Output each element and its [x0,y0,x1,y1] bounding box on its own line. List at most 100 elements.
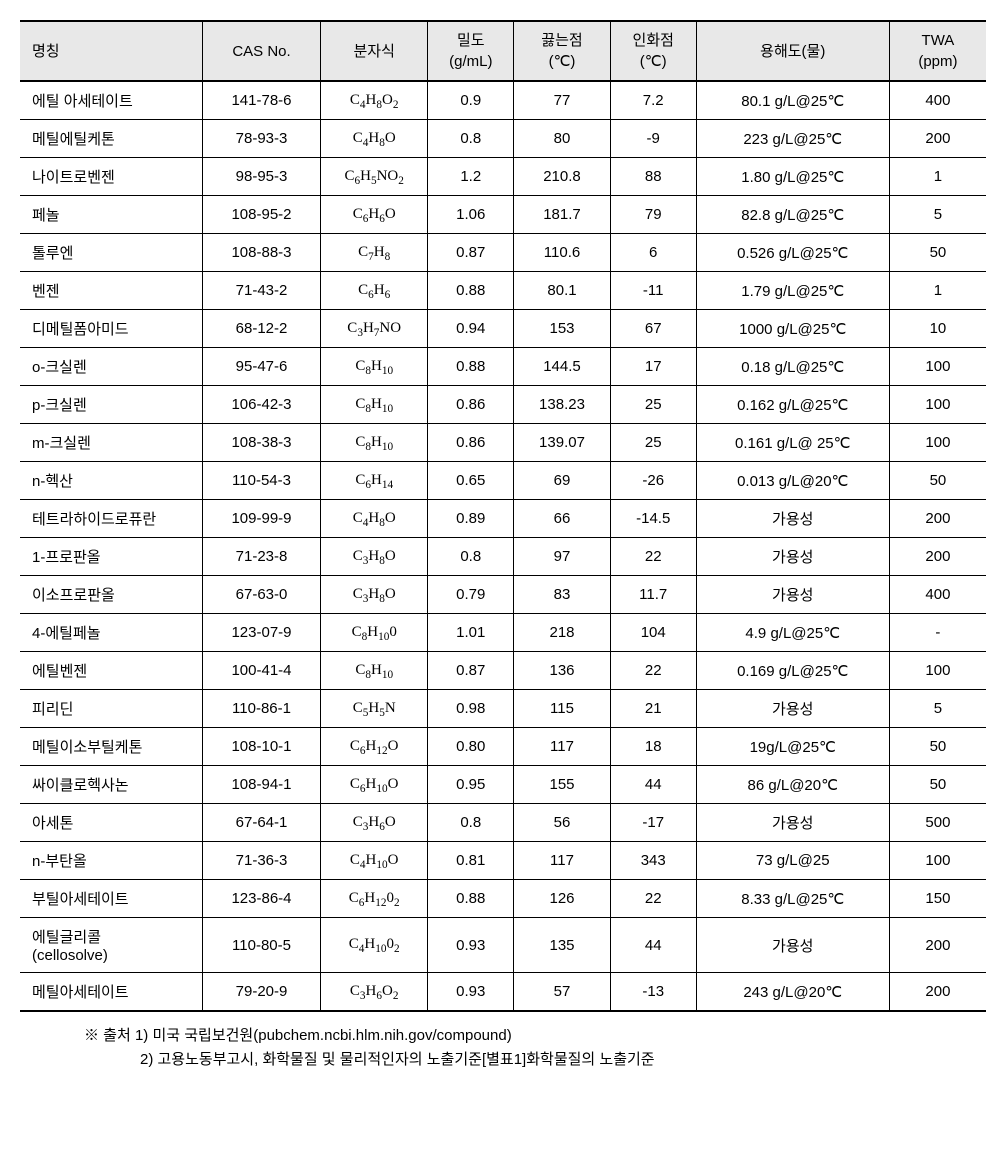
cell-twa: 200 [889,918,986,973]
cell-cas: 67-63-0 [202,576,320,614]
cell-cas: 123-07-9 [202,614,320,652]
cell-solubility: 8.33 g/L@25℃ [696,880,889,918]
cell-flash-point: 22 [610,538,696,576]
cell-density: 1.2 [428,158,514,196]
cell-boiling-point: 155 [514,766,611,804]
cell-solubility: 가용성 [696,690,889,728]
table-row: 싸이클로헥사논108-94-1C6H10O0.951554486 g/L@20℃… [20,766,986,804]
cell-name: 부틸아세테이트 [20,880,202,918]
cell-density: 0.93 [428,973,514,1012]
cell-formula: C8H10 [321,424,428,462]
cell-twa: 1 [889,158,986,196]
cell-boiling-point: 66 [514,500,611,538]
cell-cas: 67-64-1 [202,804,320,842]
table-row: 벤젠71-43-2C6H60.8880.1-111.79 g/L@25℃1 [20,272,986,310]
cell-flash-point: 6 [610,234,696,272]
cell-solubility: 0.013 g/L@20℃ [696,462,889,500]
cell-density: 0.81 [428,842,514,880]
cell-name: 벤젠 [20,272,202,310]
cell-cas: 109-99-9 [202,500,320,538]
cell-name: 메틸아세테이트 [20,973,202,1012]
cell-flash-point: -26 [610,462,696,500]
cell-cas: 68-12-2 [202,310,320,348]
footnote-line-2: 2) 고용노동부고시, 화학물질 및 물리적인자의 노출기준[별표1]화학물질의… [132,1048,986,1072]
cell-density: 0.93 [428,918,514,973]
cell-cas: 71-23-8 [202,538,320,576]
cell-cas: 141-78-6 [202,81,320,120]
cell-twa: 400 [889,81,986,120]
table-row: 메틸아세테이트79-20-9C3H6O20.9357-13243 g/L@20℃… [20,973,986,1012]
cell-name: 에틸벤젠 [20,652,202,690]
cell-twa: - [889,614,986,652]
cell-twa: 200 [889,538,986,576]
cell-solubility: 243 g/L@20℃ [696,973,889,1012]
cell-formula: C3H8O [321,538,428,576]
cell-boiling-point: 69 [514,462,611,500]
cell-formula: C3H6O2 [321,973,428,1012]
cell-boiling-point: 218 [514,614,611,652]
cell-formula: C6H10O [321,766,428,804]
footnote-prefix: ※ 출처 [84,1027,131,1044]
cell-boiling-point: 117 [514,842,611,880]
cell-cas: 110-54-3 [202,462,320,500]
table-row: 디메틸폼아미드68-12-2C3H7NO0.94153671000 g/L@25… [20,310,986,348]
cell-solubility: 가용성 [696,500,889,538]
cell-solubility: 0.526 g/L@25℃ [696,234,889,272]
cell-name: 4-에틸페놀 [20,614,202,652]
cell-name: 메틸이소부틸케톤 [20,728,202,766]
table-row: 테트라하이드로퓨란109-99-9C4H8O0.8966-14.5가용성200 [20,500,986,538]
table-row: 에틸 아세테이트141-78-6C4H8O20.9777.280.1 g/L@2… [20,81,986,120]
cell-formula: C6H12O [321,728,428,766]
cell-cas: 108-10-1 [202,728,320,766]
cell-boiling-point: 97 [514,538,611,576]
cell-boiling-point: 115 [514,690,611,728]
header-formula: 분자식 [321,21,428,81]
cell-cas: 110-86-1 [202,690,320,728]
cell-twa: 50 [889,462,986,500]
cell-flash-point: -14.5 [610,500,696,538]
cell-name: 메틸에틸케톤 [20,120,202,158]
chemical-properties-table: 명칭 CAS No. 분자식 밀도(g/mL) 끓는점(℃) 인화점(℃) 용해… [20,20,986,1012]
cell-solubility: 가용성 [696,804,889,842]
cell-density: 0.87 [428,652,514,690]
cell-twa: 200 [889,973,986,1012]
cell-cas: 110-80-5 [202,918,320,973]
header-twa: TWA(ppm) [889,21,986,81]
table-row: 메틸이소부틸케톤108-10-1C6H12O0.801171819g/L@25℃… [20,728,986,766]
cell-density: 0.88 [428,880,514,918]
cell-twa: 100 [889,652,986,690]
cell-boiling-point: 80 [514,120,611,158]
cell-formula: C4H10O [321,842,428,880]
cell-formula: C6H1202 [321,880,428,918]
header-cas: CAS No. [202,21,320,81]
cell-name: 페놀 [20,196,202,234]
cell-formula: C8H100 [321,614,428,652]
cell-twa: 50 [889,234,986,272]
cell-density: 0.9 [428,81,514,120]
table-row: 페놀108-95-2C6H6O1.06181.77982.8 g/L@25℃5 [20,196,986,234]
cell-name: 디메틸폼아미드 [20,310,202,348]
cell-boiling-point: 80.1 [514,272,611,310]
cell-flash-point: 22 [610,652,696,690]
table-row: 나이트로벤젠98-95-3C6H5NO21.2210.8881.80 g/L@2… [20,158,986,196]
cell-solubility: 1.80 g/L@25℃ [696,158,889,196]
cell-solubility: 가용성 [696,576,889,614]
cell-flash-point: 11.7 [610,576,696,614]
cell-name: 1-프로판올 [20,538,202,576]
cell-name: 나이트로벤젠 [20,158,202,196]
cell-solubility: 0.169 g/L@25℃ [696,652,889,690]
cell-cas: 78-93-3 [202,120,320,158]
cell-twa: 200 [889,500,986,538]
cell-boiling-point: 153 [514,310,611,348]
cell-solubility: 80.1 g/L@25℃ [696,81,889,120]
cell-twa: 500 [889,804,986,842]
cell-solubility: 1000 g/L@25℃ [696,310,889,348]
cell-density: 0.98 [428,690,514,728]
cell-boiling-point: 138.23 [514,386,611,424]
cell-flash-point: -17 [610,804,696,842]
cell-formula: C3H8O [321,576,428,614]
cell-density: 0.95 [428,766,514,804]
footnote-source-1: 1) 미국 국립보건원(pubchem.ncbi.hlm.nih.gov/com… [135,1027,512,1044]
cell-formula: C6H6 [321,272,428,310]
cell-name: 피리딘 [20,690,202,728]
